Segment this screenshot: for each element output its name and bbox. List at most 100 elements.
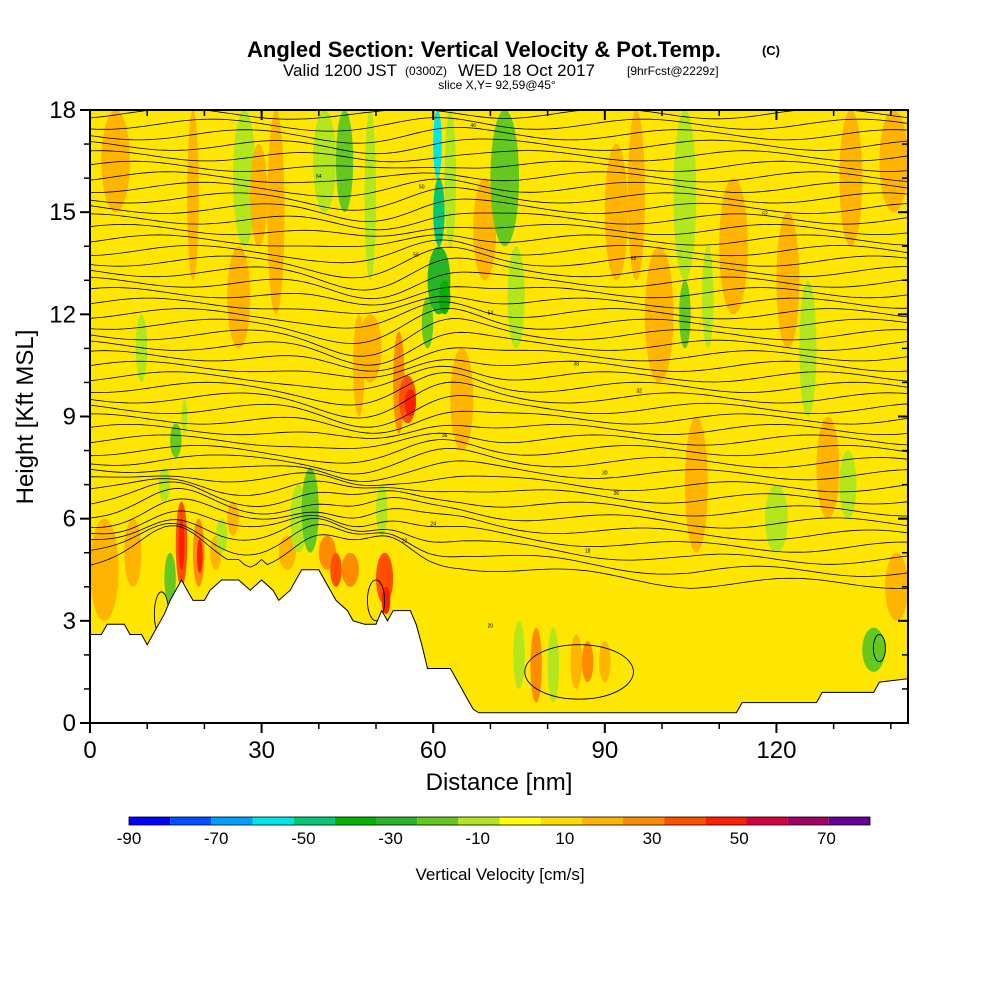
isentrope-label: 22 [402, 539, 408, 545]
valid-time-zulu: (0300Z) [405, 64, 447, 78]
colorbar-tick-label: -70 [204, 829, 229, 848]
velocity-cell [679, 280, 691, 349]
isentrope-label: 32 [636, 389, 642, 395]
colorbar: -90 -70 -50 -30 -10 10 30 50 70 [117, 816, 871, 848]
isentrope-label: 38 [573, 361, 579, 367]
valid-time-prefix: Valid 1200 JST [283, 61, 397, 80]
isentrope-label: 18 [585, 549, 591, 555]
velocity-cell [250, 144, 268, 247]
isentrope-line [90, 522, 908, 577]
velocity-cell [764, 484, 788, 553]
colorbar-tick-label: 30 [643, 829, 662, 848]
isentrope-line [90, 239, 908, 264]
velocity-cell [816, 416, 840, 519]
colorbar-outline [128, 816, 871, 826]
velocity-cell [644, 246, 674, 383]
velocity-cell [433, 110, 442, 179]
velocity-cell [358, 314, 382, 383]
isentrope-line [90, 127, 908, 144]
isentrope-label: 30 [602, 470, 608, 476]
velocity-cell [178, 518, 185, 570]
colorbar-swatch [787, 817, 829, 825]
colorbar-swatch [664, 817, 706, 825]
y-tick-label: 15 [49, 199, 76, 226]
isentrope-line [90, 498, 908, 541]
y-tick-label: 9 [63, 404, 76, 431]
x-tick-label: 0 [83, 737, 96, 764]
isentrope-line [90, 395, 908, 428]
velocity-cell [233, 110, 256, 247]
isentrope-line [90, 478, 908, 505]
isentrope-line [90, 331, 908, 366]
velocity-cell [530, 627, 542, 703]
colorbar-swatch [376, 817, 418, 825]
isentrope-line [90, 460, 908, 482]
colorbar-swatch [705, 817, 747, 825]
velocity-cell [421, 297, 434, 349]
velocity-cell [776, 212, 800, 349]
velocity-cell [267, 110, 285, 315]
velocity-cell [381, 586, 391, 615]
colorbar-swatch [540, 817, 582, 825]
isentrope-line [90, 372, 908, 406]
isentrope-line [90, 178, 908, 197]
velocity-cell [364, 110, 377, 281]
velocity-cell [444, 110, 457, 247]
chart-title: Angled Section: Vertical Velocity & Pot.… [247, 37, 721, 62]
y-tick-label: 6 [63, 506, 76, 533]
isentrope-line [90, 439, 908, 464]
velocity-cell [673, 110, 697, 281]
velocity-cell [335, 110, 354, 213]
velocity-cell [719, 178, 748, 315]
isentrope-labels: 46 64 50 58 54 52 62 38 32 36 30 26 24 22 20 18 [316, 123, 768, 630]
isentrope-line [90, 510, 908, 553]
colorbar-swatch [828, 817, 870, 825]
isentrope-line [90, 301, 908, 329]
isentrope-line [90, 271, 908, 300]
velocity-cell [227, 501, 239, 536]
velocity-cell [164, 552, 176, 604]
colorbar-tick-label: 10 [555, 829, 574, 848]
isentrope-label: 54 [488, 310, 494, 316]
velocity-cell [799, 280, 817, 417]
x-tick-label: 30 [248, 737, 275, 764]
isentrope-line [90, 98, 908, 108]
slice-info: slice X,Y= 92,59@45° [438, 78, 556, 92]
chart-title-unit: (C) [762, 43, 780, 58]
isentrope-line [90, 525, 908, 589]
x-axis: 0 30 60 90 120 [83, 110, 892, 764]
y-axis-title: Height [Kft MSL] [12, 330, 39, 505]
valid-time-date: WED 18 Oct 2017 [458, 61, 595, 80]
isentrope-line [90, 160, 908, 172]
isentrope-line [90, 517, 908, 565]
isentrope-label: 64 [316, 174, 322, 180]
isentrope-line [90, 286, 908, 306]
isentrope-line [90, 150, 908, 163]
velocity-cell [507, 246, 525, 349]
isentrope-line [90, 410, 908, 434]
velocity-cell [313, 110, 336, 213]
velocity-cell [90, 518, 119, 621]
isentrope-line [90, 481, 908, 517]
colorbar-title: Vertical Velocity [cm/s] [415, 865, 584, 884]
velocity-cell [684, 416, 708, 553]
colorbar-swatch [581, 817, 623, 825]
colorbar-tick-label: -30 [378, 829, 403, 848]
velocity-cell [135, 314, 148, 383]
isentrope-line [90, 223, 908, 237]
plot-area: 46 64 50 58 54 52 62 38 32 36 30 26 24 22 20 18 [90, 98, 908, 723]
potential-temperature-isentropes [90, 98, 908, 589]
colorbar-swatch [170, 817, 212, 825]
colorbar-swatch [293, 817, 335, 825]
closed-contour [872, 634, 886, 663]
colorbar-tick-label: 50 [730, 829, 749, 848]
velocity-cell [473, 178, 497, 281]
isentrope-line [90, 432, 908, 449]
isentrope-line [90, 381, 908, 419]
y-tick-label: 3 [63, 608, 76, 635]
isentrope-line [90, 212, 908, 231]
velocity-cell [158, 467, 171, 502]
x-tick-label: 90 [591, 737, 618, 764]
colorbar-tick-label: 70 [817, 829, 836, 848]
